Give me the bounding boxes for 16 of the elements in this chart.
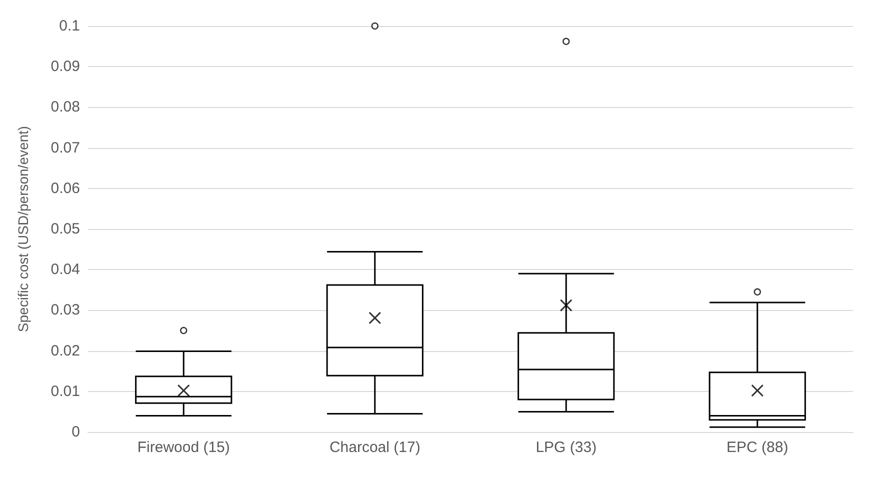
x-tick-label: LPG (33) [536,439,597,456]
y-tick-label: 0.06 [50,180,80,197]
y-tick-label: 0.01 [50,382,80,400]
y-tick-label: 0.09 [50,58,80,76]
x-tick-label: Firewood (15) [137,439,230,456]
y-tick-label: 0.03 [50,302,80,319]
y-axis-title: Specific cost (USD/person/event) [15,126,31,332]
y-tick-label: 0.1 [59,18,80,34]
y-tick-label: 0.02 [50,342,80,360]
y-tick-label: 0.08 [50,98,80,116]
y-tick-label: 0.07 [50,139,80,156]
y-tick-label: 0 [72,424,80,440]
x-tick-label: EPC (88) [726,439,788,456]
x-tick-label: Charcoal (17) [329,439,420,456]
y-tick-label: 0.05 [50,220,80,238]
y-tick-label: 0.04 [50,261,80,278]
